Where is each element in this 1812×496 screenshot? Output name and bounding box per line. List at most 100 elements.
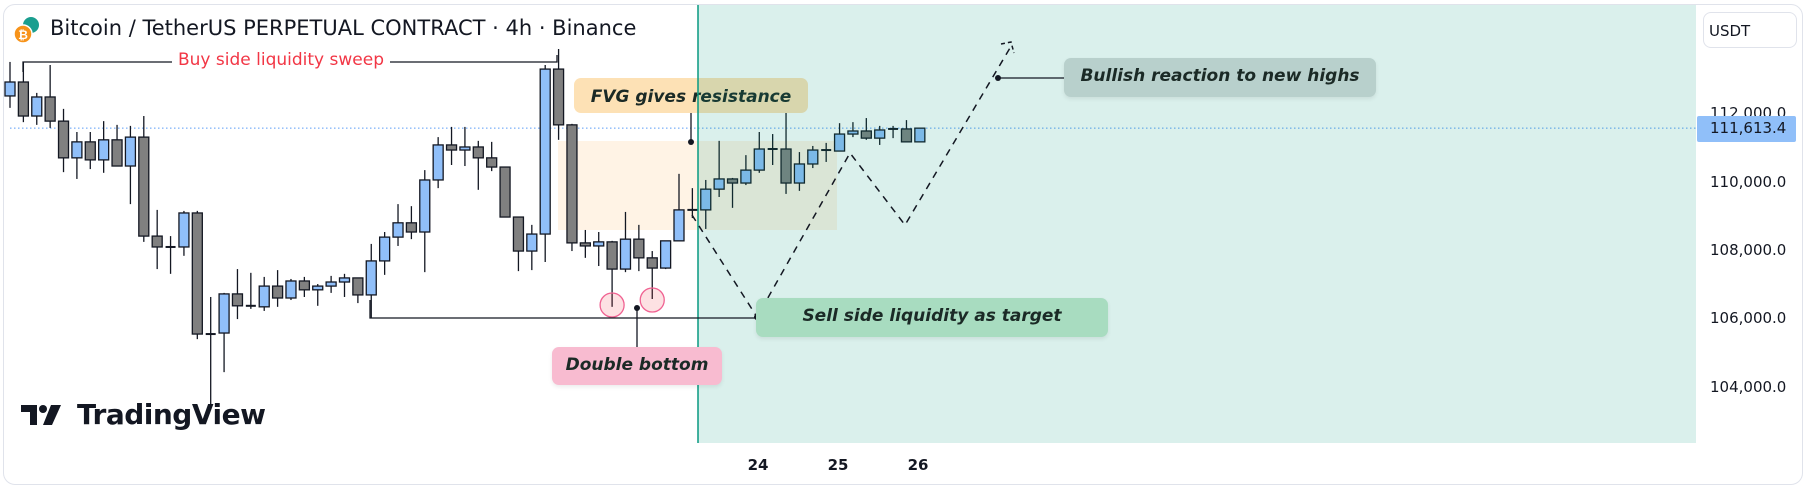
price-tick: 106,000.0: [1710, 309, 1787, 327]
candle-body: [392, 222, 404, 238]
candle: [352, 277, 364, 304]
candle-body: [338, 277, 351, 283]
candle-body: [419, 179, 431, 233]
candle-body: [405, 222, 418, 233]
candle-body: [659, 240, 672, 269]
candle-body: [231, 293, 244, 307]
double-bottom-label[interactable]: Double bottom: [552, 347, 722, 385]
candle: [874, 125, 886, 145]
candle-body: [512, 216, 525, 252]
candle-body: [793, 163, 806, 184]
tradingview-logo-icon: [21, 404, 61, 425]
date-tick: 26: [907, 456, 929, 474]
candle: [405, 206, 418, 240]
last-price-tag: 111,613.4: [1697, 116, 1796, 142]
candle: [499, 166, 511, 218]
tradingview-logo-text: TradingView: [77, 398, 266, 431]
candle: [298, 276, 311, 297]
candle: [459, 126, 471, 167]
currency-button[interactable]: USDT: [1703, 12, 1797, 48]
chart-frame: [3, 4, 1803, 485]
candle-body: [432, 144, 444, 181]
candle: [178, 210, 190, 256]
candle-body: [713, 178, 725, 190]
candle-body: [111, 139, 123, 167]
candle: [833, 123, 846, 152]
candle-body: [740, 169, 752, 184]
double-bottom-circle: [599, 292, 625, 318]
sell-side-liquidity-label[interactable]: Sell side liquidity as target: [756, 298, 1108, 337]
candle-body: [673, 209, 685, 242]
candle: [445, 126, 458, 165]
candle-body: [298, 280, 311, 291]
candle-body: [285, 280, 297, 299]
candle-body: [753, 148, 765, 171]
candle: [914, 127, 926, 143]
candle: [673, 173, 685, 242]
candle: [539, 65, 551, 262]
candle-body: [780, 148, 792, 184]
candle: [579, 229, 591, 258]
candle-body: [4, 81, 16, 97]
tradingview-logo[interactable]: TradingView: [21, 398, 266, 431]
candle: [98, 121, 110, 173]
candle-body: [151, 235, 163, 248]
candle-body: [71, 141, 83, 159]
candle-body: [566, 124, 578, 244]
candle-body: [178, 212, 190, 248]
candle-body: [860, 130, 872, 139]
candle-body: [84, 141, 96, 161]
candle-body: [579, 242, 591, 247]
price-tick: 104,000.0: [1710, 378, 1787, 396]
sell-side-line: [369, 300, 756, 319]
candle-body: [138, 136, 150, 237]
candle: [218, 292, 230, 373]
price-tick: 108,000.0: [1710, 241, 1787, 259]
candle-body: [552, 68, 565, 126]
candle-body: [499, 166, 511, 218]
candle: [285, 278, 297, 301]
candle: [124, 125, 137, 205]
candle: [552, 49, 565, 140]
bullish-reaction-label[interactable]: Bullish reaction to new highs: [1064, 58, 1376, 97]
candle-body: [914, 127, 926, 143]
candle: [392, 204, 404, 246]
bullish-dot: [995, 75, 1001, 81]
double-bottom-circle: [639, 287, 665, 313]
svg-text:₿: ₿: [18, 28, 28, 42]
buy-side-liquidity-label[interactable]: Buy side liquidity sweep: [172, 50, 390, 70]
candle-body: [472, 146, 484, 159]
candle-body: [874, 129, 886, 139]
double-bottom-dot: [634, 305, 640, 311]
candle-body: [593, 241, 605, 247]
candle: [740, 155, 752, 186]
candle: [432, 137, 444, 189]
projected-path: [691, 47, 1011, 319]
candle-body: [726, 178, 739, 184]
candle: [821, 142, 832, 162]
candle: [338, 273, 351, 297]
candle: [31, 92, 43, 125]
candle: [726, 177, 739, 208]
candle: [138, 116, 150, 242]
candle-body: [459, 146, 471, 151]
fvg-label[interactable]: FVG gives resistance: [591, 87, 792, 107]
candle: [165, 236, 176, 274]
candle: [753, 132, 765, 173]
candle: [526, 224, 538, 271]
candle: [57, 108, 70, 173]
candle: [512, 216, 525, 272]
candle: [17, 61, 30, 123]
candle: [700, 179, 712, 229]
chart-title: Bitcoin / TetherUS PERPETUAL CONTRACT · …: [50, 16, 637, 40]
candle: [325, 275, 337, 293]
candle: [659, 240, 672, 270]
candle: [111, 124, 123, 167]
candle-body: [98, 139, 110, 161]
candle: [151, 209, 163, 270]
date-tick: 25: [827, 456, 849, 474]
candle: [205, 296, 216, 406]
candle-body: [700, 188, 712, 211]
candle-body: [486, 157, 498, 168]
